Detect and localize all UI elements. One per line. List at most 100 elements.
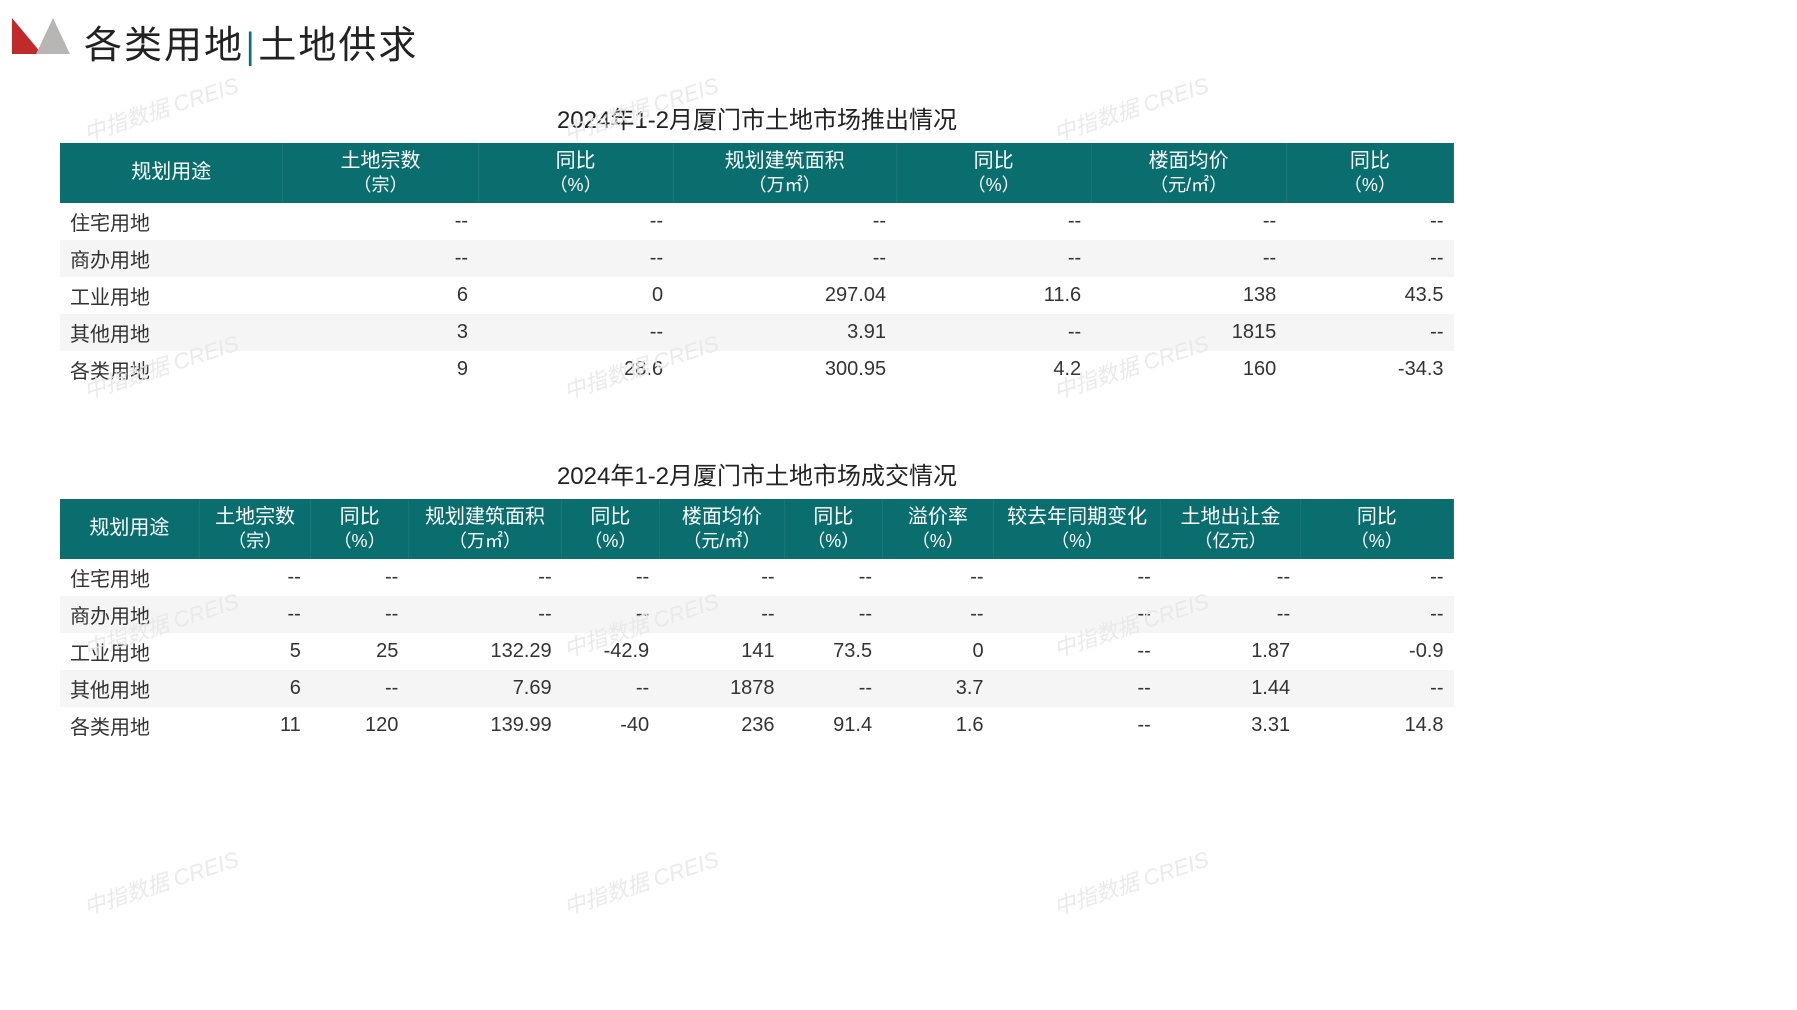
table2-header-cell: 同比（%） (1300, 499, 1453, 559)
table2-cell: 工业用地 (60, 633, 199, 670)
table2-header-cell: 同比（%） (785, 499, 883, 559)
table2-header-cell: 同比（%） (562, 499, 660, 559)
title-part1: 各类用地 (84, 25, 244, 67)
table1-cell: 商办用地 (60, 240, 283, 277)
table2-cell: 120 (311, 707, 409, 744)
table2-cell: -- (1161, 596, 1300, 633)
table2-header-l1: 溢价率 (908, 506, 968, 528)
table1-header-l2: （万㎡） (678, 174, 892, 197)
table1-row: 工业用地60297.0411.613843.5 (60, 277, 1454, 314)
table2-cell: -- (311, 670, 409, 707)
table2-cell: -0.9 (1300, 633, 1453, 670)
table1-cell: 0 (478, 277, 673, 314)
table2-header-cell: 较去年同期变化（%） (994, 499, 1161, 559)
table2-cell: -- (659, 596, 784, 633)
table2-cell: 1.87 (1161, 633, 1300, 670)
table1-cell: 住宅用地 (60, 203, 283, 240)
table2-header-row: 规划用途土地宗数（宗）同比（%）规划建筑面积（万㎡）同比（%）楼面均价（元/㎡）… (60, 499, 1454, 559)
table1-cell: 各类用地 (60, 351, 283, 388)
table2-header-cell: 溢价率（%） (882, 499, 993, 559)
table2-header-cell: 楼面均价（元/㎡） (659, 499, 784, 559)
table2-cell: 132.29 (408, 633, 561, 670)
table1-row: 商办用地------------ (60, 240, 1454, 277)
brand-logo (12, 18, 70, 54)
table1-row: 住宅用地------------ (60, 203, 1454, 240)
table1-header-l1: 楼面均价 (1149, 150, 1229, 172)
table2-cell: -- (1300, 559, 1453, 596)
table1-cell: -- (1286, 314, 1453, 351)
table2-cell: 6 (199, 670, 310, 707)
table1-header-cell: 规划建筑面积（万㎡） (673, 143, 896, 203)
table1-header-l2: （元/㎡） (1096, 174, 1282, 197)
table2-row: 商办用地-------------------- (60, 596, 1454, 633)
table1-header-cell: 规划用途 (60, 143, 283, 203)
table2-cell: 73.5 (785, 633, 883, 670)
table1-cell: 11.6 (896, 277, 1091, 314)
table2-cell: 141 (659, 633, 784, 670)
table2-cell: -- (785, 559, 883, 596)
table1-cell: -- (673, 240, 896, 277)
table2-cell: 1878 (659, 670, 784, 707)
table2-cell: -- (562, 559, 660, 596)
table1-cell: -- (283, 240, 478, 277)
table2-header-l2: （%） (315, 530, 404, 553)
table2-cell: -- (785, 596, 883, 633)
table2-header-cell: 土地宗数（宗） (199, 499, 310, 559)
table2-header-l1: 同比 (590, 506, 630, 528)
table2-header-l1: 同比 (1357, 506, 1397, 528)
table2-header-l2: （万㎡） (413, 530, 557, 553)
table2-row: 各类用地11120139.99-4023691.41.6--3.3114.8 (60, 707, 1454, 744)
table2-cell: -- (1161, 559, 1300, 596)
table2-cell: -- (882, 559, 993, 596)
table2-cell: -- (994, 559, 1161, 596)
table2-header-l1: 楼面均价 (682, 506, 762, 528)
table1-cell: -- (478, 314, 673, 351)
table2-cell: 5 (199, 633, 310, 670)
table2-row: 其他用地6--7.69--1878--3.7--1.44-- (60, 670, 1454, 707)
table1-cell: 3.91 (673, 314, 896, 351)
table1-cell: -- (478, 203, 673, 240)
table2-cell: -- (994, 596, 1161, 633)
table2-cell: -- (311, 596, 409, 633)
table2-cell: -- (785, 670, 883, 707)
table2-cell: 14.8 (1300, 707, 1453, 744)
table2-header-cell: 土地出让金（亿元） (1161, 499, 1300, 559)
table2-cell: 1.44 (1161, 670, 1300, 707)
logo-gray-shape (36, 18, 70, 54)
table2-body: 住宅用地--------------------商办用地------------… (60, 559, 1454, 744)
table2-cell: 3.7 (882, 670, 993, 707)
table1-cell: 4.2 (896, 351, 1091, 388)
table1-cell: -- (673, 203, 896, 240)
table2-header-l1: 同比 (813, 506, 853, 528)
table2-cell: 139.99 (408, 707, 561, 744)
logo-red-shape (12, 18, 42, 54)
table1-cell: 300.95 (673, 351, 896, 388)
table2-header-l1: 同比 (340, 506, 380, 528)
table1-header-cell: 同比（%） (478, 143, 673, 203)
table1-cell: -- (896, 240, 1091, 277)
table2-cell: -- (659, 559, 784, 596)
title-separator: | (246, 25, 256, 67)
table1-header-l1: 同比 (1350, 150, 1390, 172)
table2-cell: 1.6 (882, 707, 993, 744)
table2-header-l2: （%） (887, 530, 989, 553)
table2-header-l2: （%） (1305, 530, 1449, 553)
table1-cell: 6 (283, 277, 478, 314)
table1-header-cell: 同比（%） (896, 143, 1091, 203)
table1: 规划用途土地宗数（宗）同比（%）规划建筑面积（万㎡）同比（%）楼面均价（元/㎡）… (60, 143, 1454, 388)
table2-cell: -- (408, 559, 561, 596)
table1-header-l2: （%） (1291, 174, 1449, 197)
table1-cell: -- (1286, 203, 1453, 240)
table1-row: 各类用地928.6300.954.2160-34.3 (60, 351, 1454, 388)
table1-header-l1: 同比 (556, 150, 596, 172)
table1-cell: 138 (1091, 277, 1286, 314)
table2-header-cell: 规划用途 (60, 499, 199, 559)
table2-header-l1: 土地出让金 (1180, 506, 1280, 528)
table2-header-l1: 较去年同期变化 (1007, 506, 1147, 528)
table2-header-l2: （%） (566, 530, 655, 553)
supply-table-section: 2024年1-2月厦门市土地市场推出情况 规划用途土地宗数（宗）同比（%）规划建… (60, 100, 1454, 388)
table1-cell: -- (896, 203, 1091, 240)
table2-cell: 91.4 (785, 707, 883, 744)
table1-cell: -- (283, 203, 478, 240)
transaction-table-section: 2024年1-2月厦门市土地市场成交情况 规划用途土地宗数（宗）同比（%）规划建… (60, 456, 1454, 744)
